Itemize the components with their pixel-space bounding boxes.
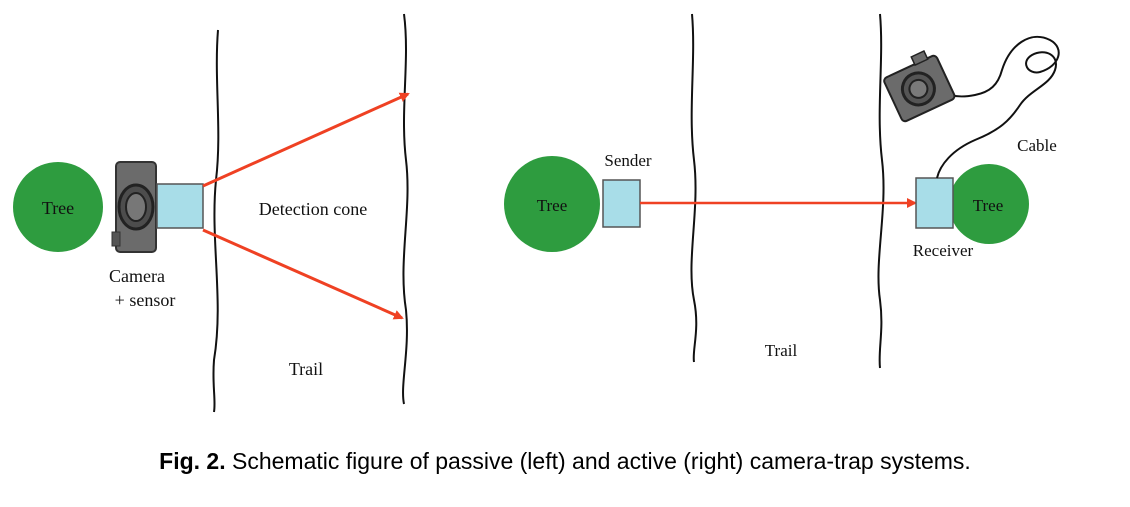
sender-box	[602, 179, 641, 228]
passive-sensor	[156, 183, 204, 229]
figure-caption: Fig. 2. Schematic figure of passive (lef…	[0, 448, 1130, 475]
active-trail-right-edge	[877, 13, 885, 369]
camera-label-line1: Camera	[109, 266, 165, 286]
camera-cable	[936, 35, 1060, 179]
active-trail-label: Trail	[765, 341, 798, 360]
caption-text: Schematic figure of passive (left) and a…	[225, 448, 971, 474]
camera-label-line2: + sensor	[115, 290, 176, 310]
cable-label: Cable	[1017, 136, 1057, 155]
receiver-label: Receiver	[913, 241, 974, 260]
passive-camera-icon	[111, 161, 157, 253]
active-system: Tree Sender Tree Receiver Cable Trail	[504, 13, 1060, 369]
active-camera-icon	[883, 50, 956, 123]
sender-label: Sender	[604, 151, 652, 170]
receiver-tree	[949, 164, 1029, 244]
passive-trail-right-edge	[402, 13, 409, 405]
passive-system: Tree Camera + sensor Detection cone Trai…	[13, 13, 410, 413]
cone-arrow-upper	[202, 92, 410, 188]
camera-trap-schematic: Tree Camera + sensor Detection cone Trai…	[13, 13, 1060, 413]
sender-tree	[504, 156, 600, 252]
passive-tree-label: Tree	[42, 198, 74, 218]
caption-prefix: Fig. 2.	[159, 448, 226, 474]
passive-trail-left-edge	[212, 29, 220, 413]
detection-cone-label: Detection cone	[259, 199, 367, 219]
passive-tree	[13, 162, 103, 252]
active-trail-left-edge	[690, 13, 698, 363]
cone-arrow-lower	[202, 228, 404, 320]
receiver-box	[915, 177, 954, 229]
receiver-tree-label: Tree	[973, 196, 1004, 215]
sender-tree-label: Tree	[537, 196, 568, 215]
passive-trail-label: Trail	[289, 359, 323, 379]
